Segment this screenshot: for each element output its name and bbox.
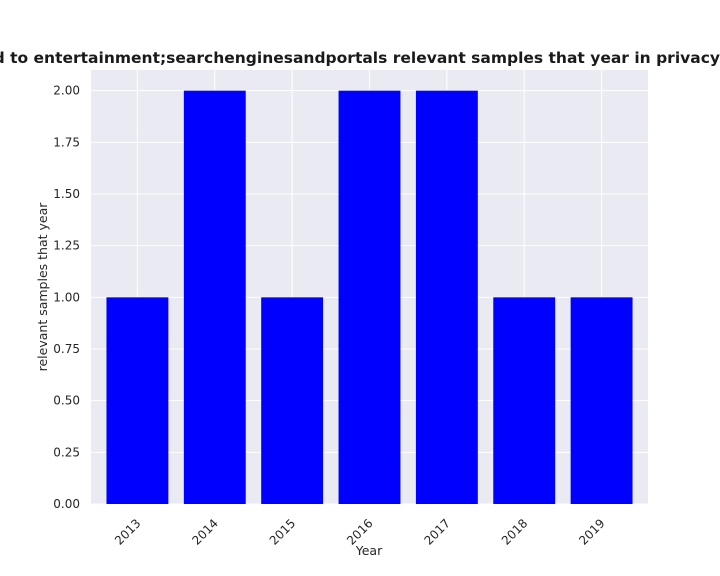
y-tick-label: 2.00 <box>53 84 80 98</box>
x-axis-label: Year <box>355 543 383 558</box>
bars <box>106 90 633 505</box>
x-tick-label: 2018 <box>499 516 530 547</box>
y-axis-label: relevant samples that year <box>35 202 50 372</box>
bar-2018 <box>493 297 556 504</box>
x-tick-label: 2013 <box>112 516 143 547</box>
y-tick-label: 1.25 <box>53 239 80 253</box>
bar-2013 <box>106 297 169 504</box>
x-tick-label: 2014 <box>189 516 220 547</box>
y-tick-label: 1.00 <box>53 290 80 304</box>
bar-2014 <box>183 90 246 505</box>
y-tick-label: 0.00 <box>53 497 80 511</box>
chart-title: es are related to entertainment;searchen… <box>0 49 720 67</box>
y-tick-label: 0.50 <box>53 394 80 408</box>
x-tick-label: 2019 <box>576 516 607 547</box>
x-tick-label: 2017 <box>421 516 452 547</box>
y-tick-label: 0.75 <box>53 342 80 356</box>
bar-2016 <box>338 90 401 505</box>
y-tick-label: 1.50 <box>53 187 80 201</box>
y-tick-labels: 0.00 0.25 0.50 0.75 1.00 1.25 1.50 1.75 2.00 <box>53 84 80 511</box>
x-tick-label: 2015 <box>267 516 298 547</box>
y-tick-label: 1.75 <box>53 135 80 149</box>
bar-2019 <box>570 297 633 504</box>
bar-2017 <box>415 90 478 505</box>
bar-2015 <box>261 297 324 504</box>
y-tick-label: 0.25 <box>53 445 80 459</box>
